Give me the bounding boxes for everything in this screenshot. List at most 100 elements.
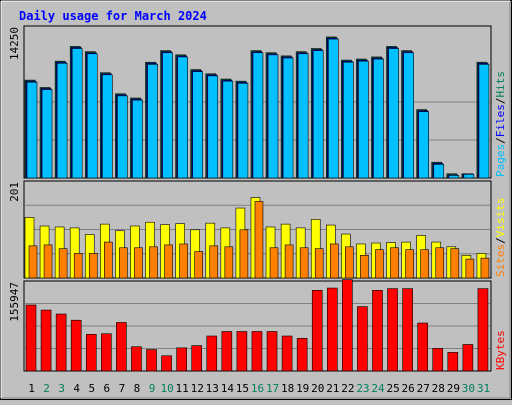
bar-kbytes bbox=[161, 355, 172, 372]
bar-sites bbox=[405, 249, 414, 279]
bar-pages bbox=[132, 99, 143, 179]
bar-kbytes bbox=[131, 346, 142, 372]
bar-kbytes bbox=[146, 349, 157, 372]
bar-pages bbox=[418, 111, 429, 179]
x-tick-label: 29 bbox=[447, 382, 460, 395]
bar-kbytes bbox=[206, 335, 218, 372]
bar-kbytes bbox=[25, 304, 37, 372]
bar-pages bbox=[343, 61, 354, 179]
bar-kbytes bbox=[402, 288, 413, 372]
bar-pages bbox=[463, 174, 475, 179]
bar-kbytes bbox=[462, 344, 474, 372]
legend-visits: Sites/Visits bbox=[494, 198, 507, 278]
y-max-label: 155947 bbox=[8, 282, 21, 322]
bar-kbytes bbox=[116, 322, 127, 372]
bar-pages bbox=[207, 75, 219, 179]
bar-sites bbox=[269, 247, 279, 279]
bar-sites bbox=[465, 258, 475, 279]
x-tick-label: 6 bbox=[104, 382, 111, 395]
bar-kbytes bbox=[176, 347, 187, 372]
bar-pages bbox=[327, 38, 339, 179]
panel-kbytes: 155947 KBytes bbox=[8, 279, 507, 372]
x-tick-label: 2 bbox=[43, 382, 50, 395]
bar-pages bbox=[56, 62, 68, 179]
x-tick-label: 20 bbox=[311, 382, 324, 395]
bar-sites bbox=[480, 257, 490, 279]
bar-pages bbox=[102, 74, 113, 179]
bar-pages bbox=[222, 80, 234, 179]
bar-sites bbox=[254, 201, 264, 279]
x-tick-label: 12 bbox=[191, 382, 204, 395]
bar-kbytes bbox=[387, 288, 398, 372]
x-tick-label: 17 bbox=[266, 382, 279, 395]
x-tick-label: 19 bbox=[296, 382, 309, 395]
bar-kbytes bbox=[236, 331, 248, 372]
bar-sites bbox=[119, 247, 128, 279]
legend-hits: Pages/Files/Hits bbox=[494, 71, 507, 177]
bar-kbytes bbox=[266, 331, 278, 372]
legend-text: Sites/Visits bbox=[494, 198, 507, 278]
bar-pages bbox=[403, 52, 414, 179]
legend-separator: / bbox=[494, 137, 507, 144]
bar-sites bbox=[164, 244, 173, 279]
legend-entry-kbytes: KBytes bbox=[494, 330, 507, 370]
bar-pages bbox=[41, 89, 53, 179]
bar-pages bbox=[358, 60, 369, 179]
bar-sites bbox=[104, 241, 113, 279]
bar-pages bbox=[71, 48, 83, 179]
y-max-label: 14250 bbox=[8, 27, 21, 60]
bar-kbytes bbox=[40, 309, 52, 372]
bar-pages bbox=[478, 64, 490, 179]
bar-kbytes bbox=[296, 337, 308, 372]
bar-sites bbox=[179, 243, 188, 279]
panel-hits: 14250 Pages/Files/Hits bbox=[8, 25, 507, 179]
x-tick-label: 10 bbox=[160, 382, 173, 395]
x-tick-label: 26 bbox=[402, 382, 415, 395]
bar-sites bbox=[28, 245, 38, 279]
series-pages bbox=[26, 38, 490, 179]
x-tick-label: 25 bbox=[386, 382, 399, 395]
legend-entry-visits: Visits bbox=[494, 198, 507, 238]
bar-pages bbox=[162, 52, 173, 179]
bar-sites bbox=[375, 249, 384, 279]
x-tick-label: 13 bbox=[206, 382, 219, 395]
bar-pages bbox=[147, 64, 158, 179]
x-tick-label: 5 bbox=[88, 382, 95, 395]
bar-kbytes bbox=[55, 313, 67, 372]
x-tick-label: 30 bbox=[462, 382, 475, 395]
bar-kbytes bbox=[191, 345, 203, 372]
bar-sites bbox=[450, 248, 460, 279]
x-tick-label: 9 bbox=[149, 382, 156, 395]
x-tick-label: 16 bbox=[251, 382, 264, 395]
bar-kbytes bbox=[432, 348, 444, 372]
legend-separator: / bbox=[494, 237, 507, 244]
chart-title: Daily usage for March 2024 bbox=[19, 9, 207, 23]
legend-entry-files: Files bbox=[494, 104, 507, 137]
x-tick-label: 3 bbox=[58, 382, 65, 395]
x-tick-label: 4 bbox=[73, 382, 80, 395]
bar-pages bbox=[388, 48, 399, 179]
bar-sites bbox=[194, 251, 204, 279]
y-max-label: 201 bbox=[8, 182, 21, 202]
bar-pages bbox=[252, 52, 264, 179]
x-tick-label: 31 bbox=[477, 382, 490, 395]
bar-sites bbox=[209, 245, 219, 279]
x-tick-label: 28 bbox=[432, 382, 445, 395]
x-tick-label: 7 bbox=[119, 382, 126, 395]
bar-pages bbox=[26, 81, 38, 179]
panels-layer: 14250Pages/Files/Hits201Sites/Visits1559… bbox=[8, 25, 507, 372]
bar-pages bbox=[177, 56, 188, 179]
legend-text: Pages/Files/Hits bbox=[494, 71, 507, 177]
x-tick-label: 22 bbox=[341, 382, 354, 395]
bar-kbytes bbox=[221, 331, 233, 372]
bar-sites bbox=[345, 246, 354, 279]
bar-sites bbox=[88, 253, 98, 279]
legend-entry-pages: Pages bbox=[494, 144, 507, 177]
bar-sites bbox=[134, 247, 143, 279]
bar-sites bbox=[284, 244, 294, 279]
bar-pages bbox=[297, 53, 309, 179]
bar-sites bbox=[329, 243, 339, 279]
x-tick-label: 18 bbox=[281, 382, 294, 395]
bar-kbytes bbox=[281, 335, 293, 372]
series-sites bbox=[28, 201, 490, 279]
